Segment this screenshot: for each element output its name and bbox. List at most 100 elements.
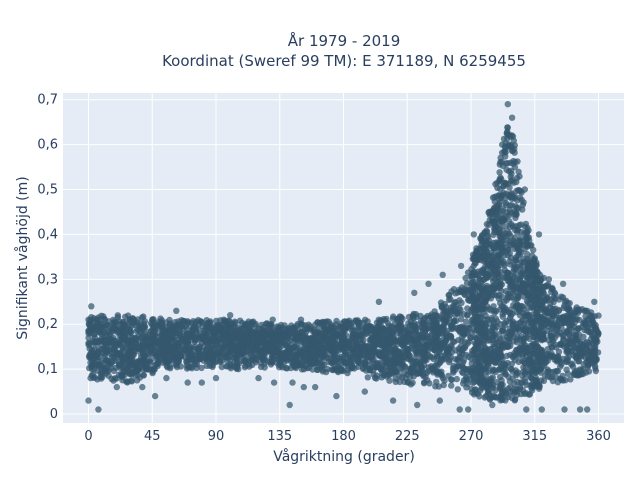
data-point (584, 324, 591, 331)
data-point (110, 323, 118, 331)
data-point (95, 343, 102, 350)
data-point (203, 362, 210, 369)
data-point (379, 340, 387, 348)
data-point (454, 386, 461, 393)
data-point (461, 291, 469, 299)
data-point (592, 336, 600, 343)
data-point (522, 325, 530, 332)
data-point (537, 323, 545, 330)
data-point (226, 342, 233, 350)
data-point (381, 327, 388, 334)
data-point (100, 344, 107, 352)
data-point (244, 336, 251, 343)
data-point (533, 309, 540, 316)
data-point (251, 346, 259, 353)
data-point (485, 337, 492, 344)
data-point (407, 381, 415, 388)
data-point (399, 341, 406, 348)
data-point (516, 237, 523, 244)
data-point (497, 256, 505, 263)
data-point (559, 355, 567, 363)
data-point (569, 360, 576, 367)
data-point (468, 329, 475, 336)
data-point (536, 285, 544, 293)
data-point (377, 317, 384, 324)
data-point (426, 353, 434, 360)
data-point (249, 331, 256, 338)
data-point (170, 342, 178, 349)
data-point (587, 360, 594, 367)
data-point (408, 335, 415, 342)
data-point (508, 365, 515, 373)
data-point (535, 231, 543, 238)
x-tick-label: 270 (459, 429, 484, 444)
data-point (496, 176, 503, 183)
data-point (383, 315, 390, 323)
data-point (573, 336, 580, 343)
data-point (140, 371, 147, 379)
data-point (504, 180, 512, 188)
data-point (258, 348, 266, 355)
data-point (364, 352, 371, 360)
data-point (523, 390, 530, 397)
data-point (279, 364, 286, 371)
data-point (325, 343, 332, 350)
data-point (387, 327, 395, 334)
data-point (140, 313, 147, 320)
data-point (478, 313, 485, 320)
data-point (99, 359, 107, 367)
data-point (190, 356, 197, 364)
y-axis-title: Signifikant våghöjd (m) (14, 176, 31, 339)
x-tick-label: 45 (144, 429, 161, 444)
data-point (139, 383, 146, 391)
data-point (344, 359, 352, 367)
data-point (453, 310, 461, 317)
data-point (504, 343, 511, 350)
data-point (538, 406, 545, 413)
data-point (535, 318, 542, 325)
data-point (323, 354, 330, 362)
data-point (500, 386, 507, 393)
data-point (227, 361, 234, 368)
data-point (133, 327, 140, 335)
data-point (516, 312, 524, 319)
data-point (517, 221, 525, 228)
data-point (465, 406, 472, 413)
data-point (532, 350, 539, 357)
data-point (557, 340, 564, 347)
data-point (86, 323, 94, 330)
data-point (340, 325, 347, 332)
data-point (219, 324, 226, 331)
data-point (464, 311, 471, 318)
data-point (193, 334, 200, 342)
data-point (412, 348, 420, 355)
data-point (314, 359, 322, 366)
data-point (534, 383, 541, 390)
data-point (221, 342, 229, 349)
data-point (87, 350, 94, 357)
data-point (328, 366, 335, 373)
data-point (525, 227, 532, 234)
data-point (198, 379, 205, 386)
data-point (523, 297, 531, 305)
data-point (551, 289, 558, 296)
data-point (557, 363, 564, 370)
data-point (517, 265, 524, 272)
data-point (147, 338, 154, 346)
data-point (506, 211, 513, 219)
data-point (136, 343, 143, 350)
data-point (208, 324, 216, 331)
data-point (312, 340, 319, 348)
x-tick-label: 135 (267, 429, 292, 444)
data-point (475, 281, 482, 288)
data-point (355, 363, 362, 370)
data-point (184, 379, 191, 386)
data-point (592, 367, 600, 375)
data-point (490, 231, 497, 239)
data-point (570, 331, 577, 338)
data-point (161, 355, 169, 362)
data-point (477, 334, 484, 341)
data-point (305, 345, 312, 352)
data-point (90, 339, 97, 346)
data-point (411, 341, 418, 348)
